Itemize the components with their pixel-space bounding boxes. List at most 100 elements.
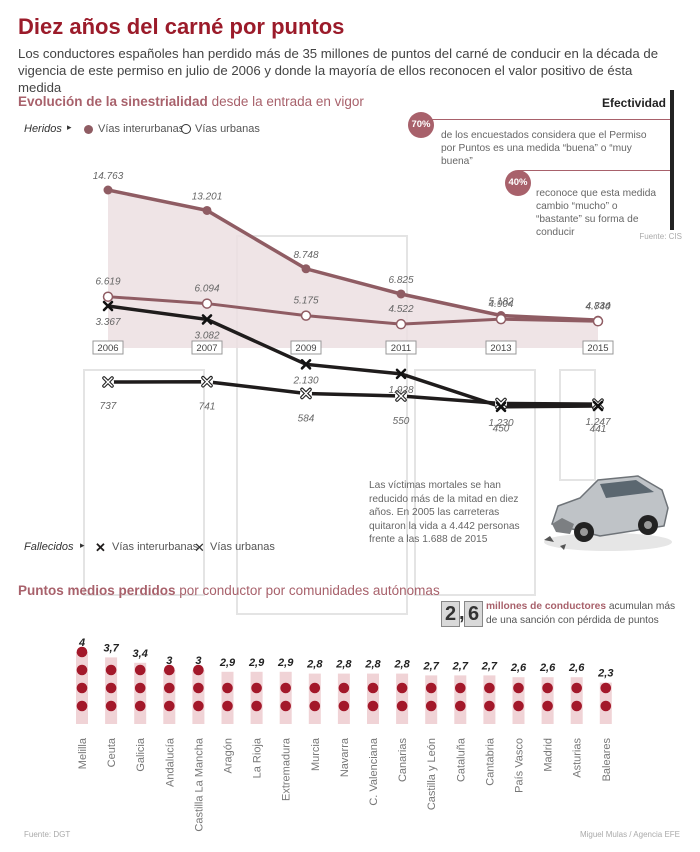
watermark-block: [236, 235, 408, 615]
heridos-area: [108, 190, 598, 348]
fallecidos-urbanas-label: 584: [298, 413, 315, 424]
region-category-label: Andalucía: [164, 737, 176, 787]
x-tick-label: 2006: [97, 343, 118, 354]
region-dot: [251, 700, 262, 712]
region-value-label: 2,6: [568, 662, 585, 674]
region-value-label: 2,9: [277, 657, 294, 669]
fallecidos-interurbanas-label: 1.928: [388, 385, 413, 396]
heridos-interurbanas-label: 6.825: [388, 275, 413, 286]
region-dot: [513, 682, 524, 694]
x-tick-box: [582, 340, 614, 355]
region-value-label: 3: [166, 655, 172, 667]
region-dot: [105, 682, 117, 694]
fallecidos-urbanas-label: 741: [199, 402, 216, 413]
heridos-interurbanas-label: 5.182: [488, 297, 513, 308]
region-dot: [455, 700, 466, 712]
section-title-puntos: Puntos medios perdidos por conductor por…: [18, 583, 440, 598]
cross-bold: [495, 401, 507, 413]
cross-bold: [592, 400, 604, 412]
region-dot: [425, 682, 437, 694]
region-dot: [367, 682, 379, 694]
source-left: Fuente: DGT: [24, 830, 71, 839]
heridos-interurbanas-point: [301, 264, 311, 274]
region-dot: [76, 700, 88, 712]
region-bar: [192, 670, 205, 724]
region-value-label: 3: [195, 655, 201, 667]
cross-inner: [593, 399, 603, 409]
section-title-bold: Evolución de la sinestrialidad: [18, 94, 208, 109]
fallecidos-interurbanas-point: [592, 400, 604, 412]
region-dot: [193, 700, 204, 712]
region-value-label: 2,8: [335, 659, 352, 671]
fallecidos-interurbanas-point: [495, 401, 507, 413]
fallecidos-interurbanas-point: [395, 368, 407, 380]
region-bar: [337, 673, 350, 724]
x-tick-box: [191, 340, 223, 355]
fallecidos-interurbanas-point: [300, 359, 312, 370]
badge-40: 40%: [505, 170, 531, 196]
heridos-urbanas-point: [300, 310, 312, 321]
badge-70: 70%: [408, 112, 434, 138]
page-subtitle: Los conductores españoles han perdido má…: [18, 46, 659, 95]
heridos-interurbanas-label: 14.763: [93, 171, 124, 182]
region-category-label: Melilla: [77, 737, 89, 769]
region-dot: [134, 682, 146, 694]
region-dot: [280, 700, 292, 712]
region-dot: [600, 700, 612, 712]
region-category-label: Aragón: [223, 738, 235, 773]
page-title: Diez años del carné por puntos: [18, 14, 345, 39]
section-title-siniestralidad: Evolución de la sinestrialidad desde la …: [18, 94, 364, 109]
millones-bold: millones de conductores: [486, 601, 607, 612]
x-tick-box: [485, 340, 517, 355]
region-bar: [308, 673, 321, 724]
heridos-urbanas-label: 4.740: [585, 301, 610, 312]
region-dot: [105, 664, 117, 676]
region-dot: [367, 700, 379, 712]
efectividad-title: Efectividad: [601, 96, 666, 110]
legend-heridos-label: Heridos: [24, 123, 62, 135]
region-bar: [396, 673, 409, 724]
region-dot: [76, 646, 88, 658]
heridos-urbanas-line: [107, 295, 599, 326]
fallecidos-urbanas-point: [201, 375, 213, 388]
cross-inner: [301, 388, 311, 399]
fallecidos-interurbanas-label: 3.082: [194, 330, 219, 341]
play-arrow-icon: ▸: [80, 540, 85, 550]
legend-cross-bold-icon: ✕: [95, 540, 106, 555]
region-dot: [222, 700, 233, 712]
heridos-interurbanas-label: 13.201: [192, 191, 223, 202]
region-dot: [280, 682, 292, 694]
region-dot: [193, 664, 204, 676]
digit-1: 2: [441, 601, 460, 627]
region-dot: [513, 700, 524, 712]
section2-rest: por conductor por comunidades autónomas: [175, 583, 440, 598]
region-dot: [338, 700, 350, 712]
legend-hollow-dot-icon: [181, 124, 191, 134]
region-bar: [425, 675, 438, 724]
efectividad-source: Fuente: CIS: [639, 232, 682, 241]
x-tick-box: [290, 340, 322, 355]
fallecidos-urbanas-line: [107, 379, 599, 406]
region-category-label: Canarias: [397, 738, 409, 783]
x-tick-box: [92, 340, 124, 355]
region-value-label: 2,7: [423, 660, 440, 672]
heridos-urbanas-point: [495, 313, 507, 325]
cross-inner: [202, 377, 212, 387]
region-dot: [76, 682, 88, 694]
region-dot: [338, 682, 350, 694]
x-tick-label: 2013: [490, 343, 511, 354]
region-dot: [396, 682, 408, 694]
region-value-label: 3,7: [103, 642, 119, 654]
region-category-label: Madrid: [543, 738, 555, 772]
crashed-car-icon: [544, 475, 672, 551]
region-category-label: Ceuta: [106, 737, 118, 767]
heridos-urbanas-point: [102, 291, 114, 302]
heridos-interurbanas-point: [202, 205, 212, 215]
region-dot: [164, 664, 175, 676]
region-dot: [309, 700, 321, 712]
heridos-urbanas-point: [395, 318, 407, 330]
region-dot: [105, 700, 117, 712]
region-bar: [483, 675, 496, 724]
heridos-interurbanas-label: 8.748: [293, 250, 318, 261]
